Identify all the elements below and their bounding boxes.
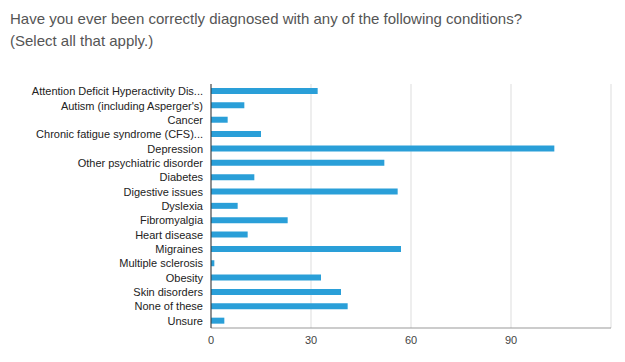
svg-text:Fibromyalgia: Fibromyalgia bbox=[140, 214, 204, 226]
svg-text:Digestive issues: Digestive issues bbox=[124, 186, 204, 198]
svg-text:0: 0 bbox=[208, 334, 214, 346]
svg-text:Cancer: Cancer bbox=[168, 114, 204, 126]
html-text:Have you ever been correctly d: Have you ever been correctly diagnosed w… bbox=[10, 10, 522, 49]
svg-text:Heart disease: Heart disease bbox=[135, 229, 203, 241]
svg-text:30: 30 bbox=[305, 334, 317, 346]
svg-text:Diabetes: Diabetes bbox=[160, 171, 204, 183]
svg-text:Migraines: Migraines bbox=[155, 243, 203, 255]
svg-text:90: 90 bbox=[505, 334, 517, 346]
svg-text:Attention Deficit Hyperactivit: Attention Deficit Hyperactivity Dis... bbox=[32, 85, 203, 97]
svg-text:Multiple sclerosis: Multiple sclerosis bbox=[119, 257, 203, 269]
svg-text:Obesity: Obesity bbox=[166, 272, 204, 284]
svg-text:Depression: Depression bbox=[147, 143, 203, 155]
svg-text:Dyslexia: Dyslexia bbox=[161, 200, 203, 212]
svg-text:Chronic fatigue syndrome (CFS): Chronic fatigue syndrome (CFS)... bbox=[36, 128, 203, 140]
svg-text:Other psychiatric disorder: Other psychiatric disorder bbox=[78, 157, 204, 169]
svg-text:Autism (including Asperger's): Autism (including Asperger's) bbox=[61, 100, 203, 112]
svg-text:None of these: None of these bbox=[135, 300, 204, 312]
svg-text:Unsure: Unsure bbox=[168, 315, 203, 327]
svg-text:Skin disorders: Skin disorders bbox=[133, 286, 203, 298]
svg-text:60: 60 bbox=[405, 334, 417, 346]
